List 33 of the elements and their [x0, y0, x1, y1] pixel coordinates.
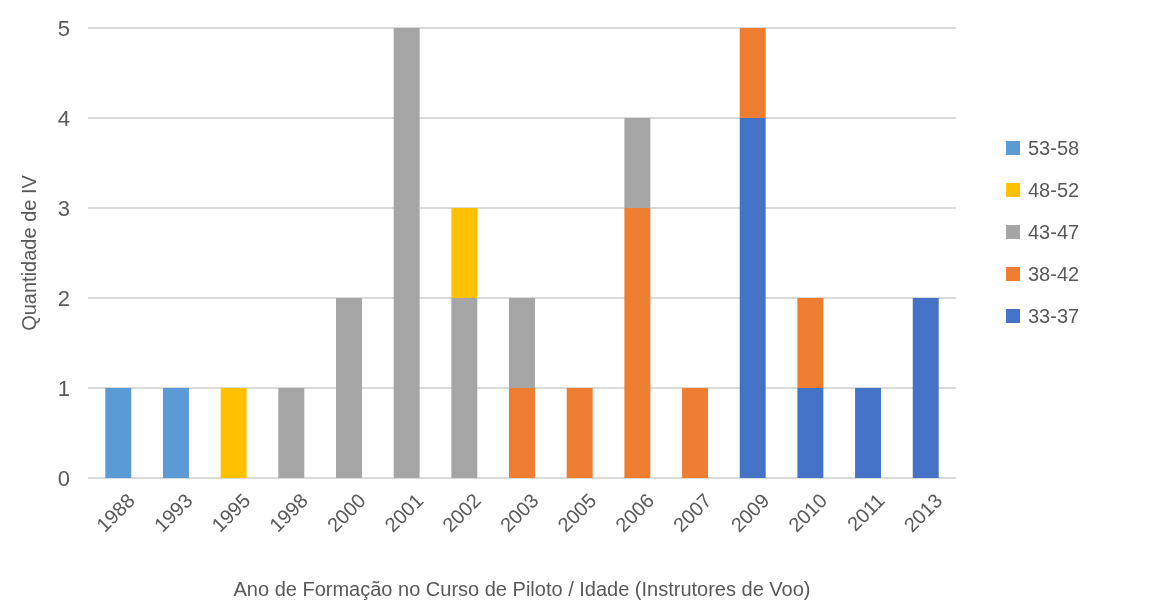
- y-tick-label: 4: [57, 105, 70, 131]
- bar: [739, 28, 766, 118]
- bar: [797, 298, 824, 388]
- y-tick-label: 0: [57, 465, 70, 491]
- bar: [682, 388, 708, 478]
- bar: [393, 28, 420, 478]
- bar: [451, 298, 478, 478]
- y-tick-label: 2: [57, 285, 70, 311]
- bar: [105, 388, 132, 478]
- legend-label: 38-42: [1028, 263, 1080, 285]
- x-axis-title: Ano de Formação no Curso de Piloto / Idade (Instrutores de Voo): [233, 578, 811, 600]
- bar: [509, 388, 535, 478]
- bar: [624, 208, 651, 478]
- legend-label: 43-47: [1028, 221, 1080, 243]
- y-axis-title: Quantidade de IV: [18, 174, 40, 331]
- bar: [220, 388, 247, 478]
- bar: [336, 298, 362, 478]
- bar: [624, 118, 651, 208]
- bar: [912, 298, 939, 478]
- bar: [739, 118, 766, 478]
- bar: [278, 388, 305, 478]
- bar: [566, 388, 593, 478]
- legend-label: 48-52: [1028, 179, 1080, 201]
- y-tick-label: 5: [57, 15, 70, 41]
- bar: [855, 388, 882, 478]
- bar: [162, 388, 189, 478]
- bar: [509, 298, 535, 388]
- y-tick-label: 1: [57, 375, 70, 401]
- bar: [797, 388, 824, 478]
- legend-label: 33-37: [1028, 305, 1080, 327]
- y-tick-label: 3: [57, 195, 70, 221]
- legend-label: 53-58: [1028, 137, 1080, 159]
- bar: [451, 208, 478, 298]
